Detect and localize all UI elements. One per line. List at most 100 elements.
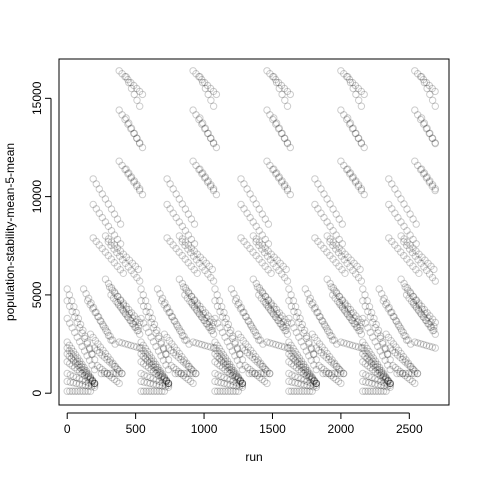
data-point bbox=[238, 379, 247, 388]
data-point bbox=[149, 367, 158, 376]
data-point bbox=[234, 301, 242, 309]
data-point bbox=[420, 78, 429, 87]
data-point bbox=[308, 375, 316, 383]
data-point bbox=[105, 283, 114, 291]
data-point bbox=[255, 291, 263, 299]
data-point bbox=[149, 338, 158, 346]
data-point bbox=[198, 170, 206, 178]
data-point bbox=[143, 347, 152, 356]
data-point bbox=[337, 157, 345, 165]
data-point bbox=[277, 320, 285, 328]
data-point bbox=[110, 362, 119, 371]
data-point bbox=[130, 81, 138, 90]
data-point bbox=[221, 365, 229, 374]
data-point bbox=[146, 373, 154, 382]
data-point bbox=[221, 387, 230, 395]
data-point bbox=[359, 338, 367, 346]
data-point bbox=[137, 297, 145, 305]
data-point bbox=[360, 90, 368, 99]
y-axis-label: population-stability-mean-5-mean bbox=[3, 143, 17, 321]
data-point bbox=[156, 368, 164, 377]
data-point bbox=[431, 102, 439, 110]
data-point bbox=[346, 305, 355, 314]
data-point bbox=[258, 241, 266, 249]
data-point bbox=[275, 266, 283, 275]
data-point bbox=[184, 210, 193, 218]
data-point bbox=[258, 362, 266, 371]
x-tick-label: 2500 bbox=[396, 422, 423, 436]
data-point bbox=[164, 381, 173, 389]
data-point bbox=[287, 319, 296, 327]
data-point bbox=[137, 358, 145, 366]
data-point bbox=[153, 326, 161, 334]
data-point bbox=[187, 262, 195, 270]
data-point bbox=[155, 381, 164, 389]
data-point bbox=[406, 288, 414, 296]
data-point bbox=[295, 354, 304, 362]
data-point bbox=[299, 366, 308, 374]
data-point bbox=[187, 377, 195, 386]
data-point bbox=[114, 300, 123, 309]
data-point bbox=[80, 366, 88, 374]
data-point bbox=[260, 248, 269, 257]
data-point bbox=[65, 341, 74, 349]
data-point bbox=[242, 313, 251, 321]
data-point bbox=[116, 252, 124, 260]
data-point bbox=[329, 373, 338, 382]
data-point bbox=[211, 387, 219, 395]
data-point bbox=[345, 120, 354, 128]
data-point bbox=[388, 237, 396, 246]
data-point bbox=[324, 327, 332, 335]
data-point bbox=[297, 375, 305, 383]
data-point bbox=[304, 370, 312, 378]
data-point bbox=[272, 169, 281, 177]
data-point bbox=[209, 139, 218, 147]
data-point bbox=[66, 360, 74, 368]
data-point bbox=[92, 237, 100, 246]
data-point bbox=[112, 369, 120, 378]
data-point bbox=[186, 297, 194, 305]
data-point bbox=[116, 302, 125, 310]
data-point bbox=[228, 347, 237, 355]
data-point bbox=[142, 324, 150, 332]
data-point bbox=[359, 297, 367, 305]
data-point bbox=[192, 161, 200, 170]
data-point bbox=[156, 290, 164, 298]
data-point bbox=[338, 240, 346, 248]
data-point bbox=[302, 334, 310, 342]
data-point bbox=[114, 365, 122, 374]
data-point bbox=[289, 344, 297, 353]
data-point bbox=[213, 387, 222, 395]
data-point bbox=[399, 353, 408, 361]
data-point bbox=[426, 90, 434, 99]
data-point bbox=[152, 381, 161, 389]
data-point bbox=[198, 75, 206, 84]
data-point bbox=[397, 232, 405, 240]
data-point bbox=[376, 371, 384, 380]
data-point bbox=[378, 290, 386, 298]
data-point bbox=[91, 337, 100, 345]
data-point bbox=[427, 323, 436, 331]
data-point bbox=[94, 340, 102, 348]
data-point bbox=[274, 174, 283, 182]
data-point bbox=[429, 327, 437, 335]
data-point bbox=[266, 369, 274, 378]
data-point bbox=[219, 355, 228, 363]
data-point bbox=[401, 358, 409, 366]
data-point bbox=[209, 102, 218, 110]
data-point bbox=[305, 373, 313, 382]
data-point bbox=[65, 347, 74, 355]
data-point bbox=[379, 352, 387, 360]
data-point bbox=[115, 106, 123, 114]
data-point bbox=[213, 291, 221, 299]
data-point bbox=[415, 269, 423, 277]
data-point bbox=[181, 336, 189, 344]
data-point bbox=[63, 297, 71, 305]
data-point bbox=[326, 222, 334, 231]
data-point bbox=[87, 383, 96, 391]
data-point bbox=[384, 305, 392, 313]
data-point bbox=[103, 369, 111, 378]
data-point bbox=[283, 139, 292, 148]
y-tick-label: 0 bbox=[30, 390, 44, 397]
data-point bbox=[421, 316, 430, 324]
